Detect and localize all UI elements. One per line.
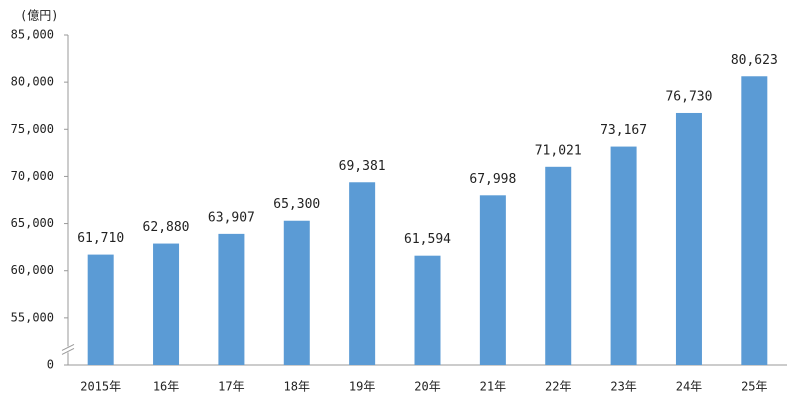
data-label: 63,907 [208, 210, 255, 225]
y-tick-label: 85,000 [11, 28, 54, 42]
data-label: 65,300 [273, 197, 320, 212]
x-tick-label: 23年 [610, 380, 636, 394]
y-tick-label: 55,000 [11, 310, 54, 324]
bar [675, 112, 702, 365]
data-label: 62,880 [143, 220, 190, 235]
x-tick-label: 22年 [545, 380, 571, 394]
y-tick-label: 70,000 [11, 169, 54, 183]
x-tick-label: 24年 [676, 380, 702, 394]
bar [218, 233, 245, 365]
y-tick-label: 65,000 [11, 216, 54, 230]
x-tick-label: 21年 [480, 380, 506, 394]
bar [479, 195, 506, 365]
y-tick-label: 0 [47, 358, 54, 372]
data-label: 76,730 [665, 89, 712, 104]
bar [414, 255, 441, 365]
data-label: 80,623 [731, 53, 778, 68]
bar [153, 243, 180, 365]
y-tick-label: 75,000 [11, 122, 54, 136]
axis-break-gap [62, 346, 74, 353]
bar [610, 146, 637, 365]
bar [349, 182, 376, 365]
data-label: 61,710 [77, 231, 124, 246]
x-tick-label: 19年 [349, 380, 375, 394]
x-tick-label: 18年 [284, 380, 310, 394]
x-tick-label: 17年 [218, 380, 244, 394]
x-tick-label: 16年 [153, 380, 179, 394]
y-tick-label: 80,000 [11, 75, 54, 89]
x-tick-label: 2015年 [80, 380, 121, 394]
bar [87, 254, 114, 365]
y-tick-label: 60,000 [11, 263, 54, 277]
x-tick-label: 25年 [741, 380, 767, 394]
bar [545, 166, 572, 365]
x-tick-label: 20年 [414, 380, 440, 394]
unit-label: (億円) [20, 9, 58, 23]
data-label: 69,381 [339, 159, 386, 174]
data-label: 67,998 [469, 172, 516, 187]
data-label: 73,167 [600, 123, 647, 138]
data-label: 71,021 [535, 143, 582, 158]
data-label: 61,594 [404, 232, 451, 247]
axis-break [61, 343, 75, 355]
bar [741, 76, 768, 365]
bar [283, 220, 310, 365]
